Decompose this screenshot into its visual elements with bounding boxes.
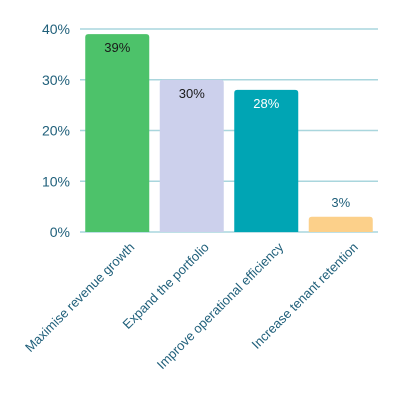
bar	[308, 216, 373, 232]
bar	[85, 34, 150, 233]
y-tick-label: 30%	[42, 72, 70, 88]
x-category-label: Improve operational efficiency	[154, 239, 287, 372]
value-labels: 39% 30% 28% 3%	[104, 40, 350, 210]
y-tick-label: 20%	[42, 123, 70, 139]
y-axis-ticks: 0% 10% 20% 30% 40%	[42, 21, 70, 240]
y-tick-label: 40%	[42, 21, 70, 37]
data-label: 30%	[179, 86, 205, 101]
data-label: 39%	[104, 40, 130, 55]
bars	[85, 34, 373, 233]
y-tick-label: 0%	[50, 224, 70, 240]
bar	[159, 79, 224, 232]
bar	[234, 89, 299, 233]
y-tick-label: 10%	[42, 173, 70, 189]
data-label: 3%	[331, 195, 350, 210]
x-category-label: Maximise revenue growth	[22, 240, 137, 355]
data-label: 28%	[253, 96, 279, 111]
